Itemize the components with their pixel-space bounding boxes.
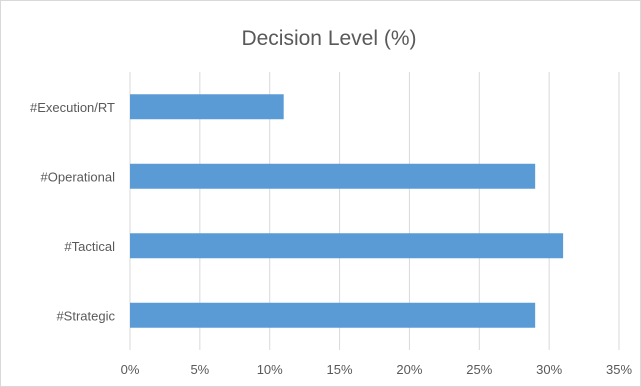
x-tick-label: 35% [606, 362, 632, 377]
x-tick-label: 10% [257, 362, 283, 377]
plot-area: 0% 5% 10% 15% 20% 25% 30% 35% #Strategic #Tactica… [30, 72, 632, 377]
y-category-label: #Strategic [56, 308, 115, 323]
x-tick-label: 5% [190, 362, 209, 377]
bar [130, 233, 564, 259]
x-tick-label: 25% [466, 362, 492, 377]
x-tick-label: 15% [327, 362, 353, 377]
chart-title: Decision Level (%) [241, 27, 416, 50]
x-tick-label: 30% [536, 362, 562, 377]
bar [130, 94, 284, 120]
y-category-label: #Execution/RT [30, 100, 115, 115]
bar [130, 163, 536, 189]
x-tick-label: 0% [121, 362, 140, 377]
y-category-label: #Operational [41, 169, 116, 184]
bar [130, 302, 536, 328]
y-category-label: #Tactical [64, 239, 115, 254]
x-tick-label: 20% [396, 362, 422, 377]
